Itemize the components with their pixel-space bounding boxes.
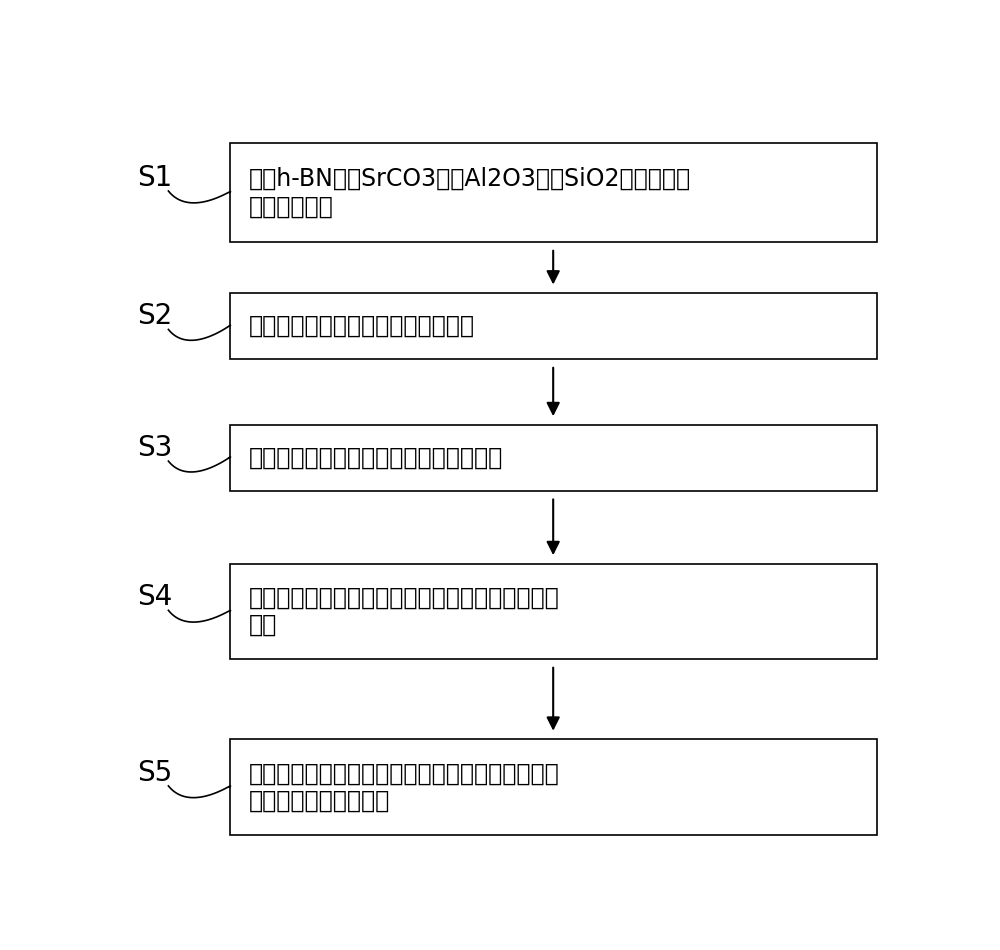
Text: 制得原料粉体: 制得原料粉体 [249,195,334,219]
Bar [230,564,877,659]
Text: 将球磨粉末进行搞拌烘干，制得原料粉末: 将球磨粉末进行搞拌烘干，制得原料粉末 [249,446,503,470]
Text: S4: S4 [137,583,172,611]
Text: S2: S2 [137,302,172,331]
Text: 对该块体原料进行烧结，制得耐热冲击氮化碗－镀: 对该块体原料进行烧结，制得耐热冲击氮化碗－镀 [249,762,560,786]
Text: S5: S5 [137,759,172,787]
Text: 将原料粉末放入石墨模具中，进行冷压，制得块体: 将原料粉末放入石墨模具中，进行冷压，制得块体 [249,586,560,610]
Bar [230,143,877,242]
Text: 原料: 原料 [249,613,277,636]
Text: 长石陶瓷基复合材料粉: 长石陶瓷基复合材料粉 [249,788,390,812]
Bar [230,739,877,834]
Bar [230,425,877,491]
Text: 将原料粉体进行球磨，制得球磨粉末: 将原料粉体进行球磨，制得球磨粉末 [249,314,475,338]
Text: S1: S1 [137,163,172,192]
Text: 称取h-BN粉、SrCO3粉、Al2O3粉和SiO2粉并混合，: 称取h-BN粉、SrCO3粉、Al2O3粉和SiO2粉并混合， [249,167,691,191]
Text: S3: S3 [137,434,172,462]
Bar [230,294,877,359]
